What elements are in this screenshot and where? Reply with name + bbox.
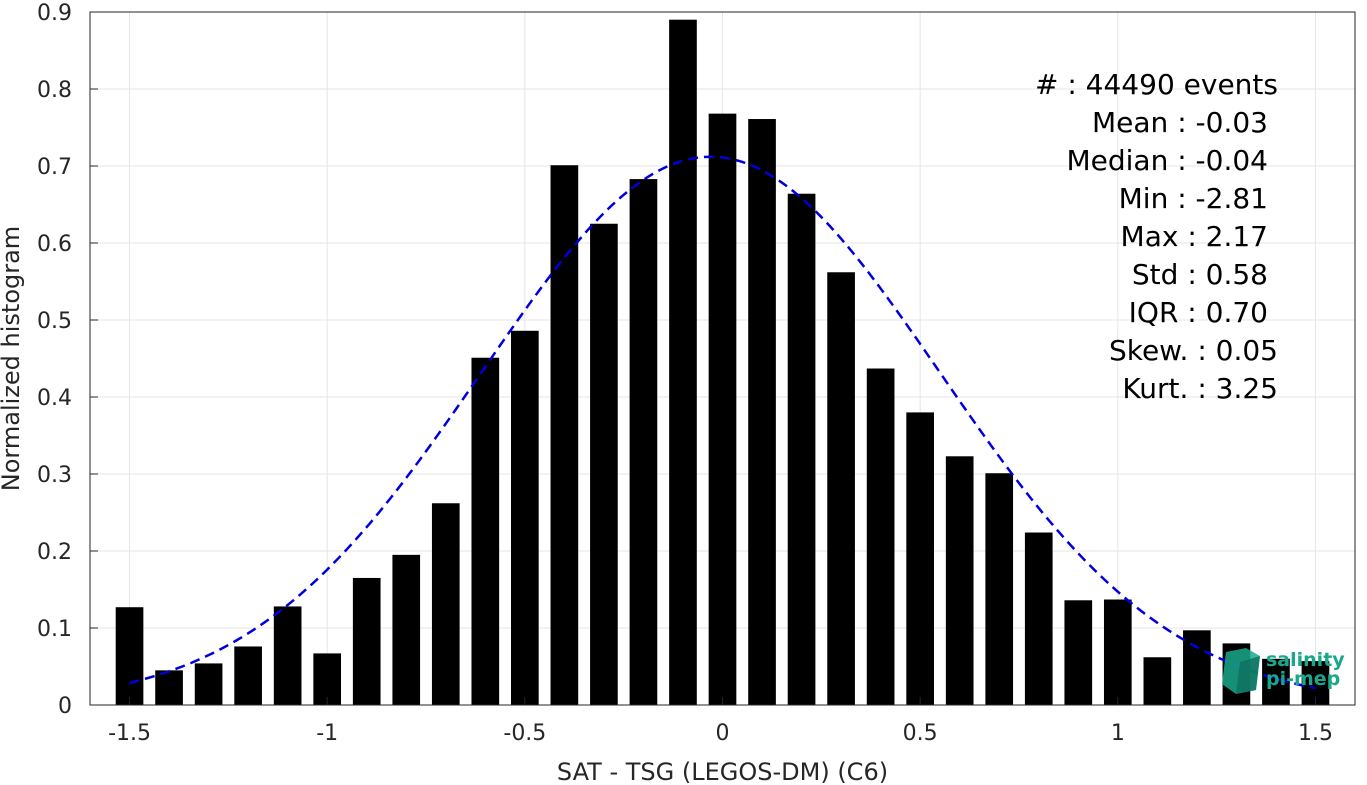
stat-line: Mean : -0.03	[1092, 106, 1268, 139]
histogram-bar	[1143, 657, 1172, 705]
histogram-bar	[313, 653, 342, 705]
histogram-bar	[866, 368, 895, 705]
y-tick-label: 0.9	[37, 1, 72, 26]
stat-line: Min : -2.81	[1119, 182, 1268, 215]
y-tick-label: 0.2	[37, 540, 72, 565]
histogram-bar	[629, 179, 658, 706]
y-tick-label: 0.4	[37, 386, 72, 411]
y-tick-label: 0.7	[37, 155, 72, 180]
y-tick-label: 0.1	[37, 617, 72, 642]
histogram-bar	[194, 663, 223, 705]
y-tick-label: 0.6	[37, 232, 72, 257]
y-tick-label: 0	[58, 694, 72, 719]
stat-line: Median : -0.04	[1066, 144, 1268, 177]
histogram-bar	[748, 119, 776, 705]
histogram-bar	[431, 503, 460, 705]
logo-cube-face-icon	[1236, 656, 1260, 694]
x-tick-label: 1	[1111, 721, 1125, 746]
y-axis-label: Normalized histogram	[0, 226, 25, 491]
x-tick-label: -0.5	[503, 721, 546, 746]
y-tick-label: 0.5	[37, 309, 72, 334]
statistics-box: # : 44490 events Mean : -0.03 Median : -0.…	[1035, 68, 1278, 405]
histogram-bar	[708, 113, 737, 705]
histogram-bar	[1024, 532, 1053, 705]
y-tick-label: 0.8	[37, 78, 72, 103]
histogram-bar	[352, 577, 381, 705]
histogram-bar	[985, 473, 1014, 705]
histogram-bar	[590, 223, 618, 705]
gaussian-fit-curve	[129, 155, 1316, 690]
histogram-bars	[115, 19, 1330, 706]
histogram-bar	[234, 646, 262, 705]
histogram-bar	[669, 19, 697, 705]
logo-line1: salinity	[1266, 649, 1345, 671]
histogram-bar	[1064, 600, 1093, 705]
histogram-bar	[906, 412, 934, 705]
histogram-bar	[945, 456, 974, 705]
histogram-bar	[787, 193, 816, 705]
y-axis-ticks: 0 0.1 0.2 0.3 0.4 0.5 0.6 0.7 0.8 0.9	[37, 1, 98, 719]
histogram-bar	[1103, 599, 1132, 705]
histogram-bar	[155, 670, 183, 705]
stat-line: Kurt. : 3.25	[1122, 372, 1278, 405]
x-axis-label: SAT - TSG (LEGOS-DM) (C6)	[557, 758, 888, 785]
histogram-bar	[550, 165, 579, 706]
y-tick-label: 0.3	[37, 463, 72, 488]
x-tick-label: -1	[316, 721, 338, 746]
histogram-bar	[115, 607, 144, 705]
x-tick-label: 1.5	[1298, 721, 1333, 746]
logo-line2: pi-mep	[1266, 668, 1340, 690]
x-axis-ticks: -1.5 -1 -0.5 0 0.5 1 1.5	[108, 697, 1333, 746]
histogram-bar	[1183, 630, 1211, 705]
histogram-bar	[392, 554, 421, 705]
stat-line: Std : 0.58	[1132, 258, 1268, 291]
stat-line: Max : 2.17	[1121, 220, 1268, 253]
histogram-bar	[511, 330, 539, 705]
x-tick-label: 0.5	[903, 721, 938, 746]
salinity-pimep-logo: salinity pi-mep	[1222, 648, 1345, 694]
stat-line: IQR : 0.70	[1129, 296, 1268, 329]
histogram-bar	[471, 357, 500, 705]
histogram-bar	[273, 606, 302, 705]
stat-line: Skew. : 0.05	[1109, 334, 1278, 367]
x-tick-label: -1.5	[108, 721, 151, 746]
histogram-bar	[827, 272, 855, 705]
stat-line: # : 44490 events	[1035, 68, 1278, 101]
x-tick-label: 0	[716, 721, 730, 746]
